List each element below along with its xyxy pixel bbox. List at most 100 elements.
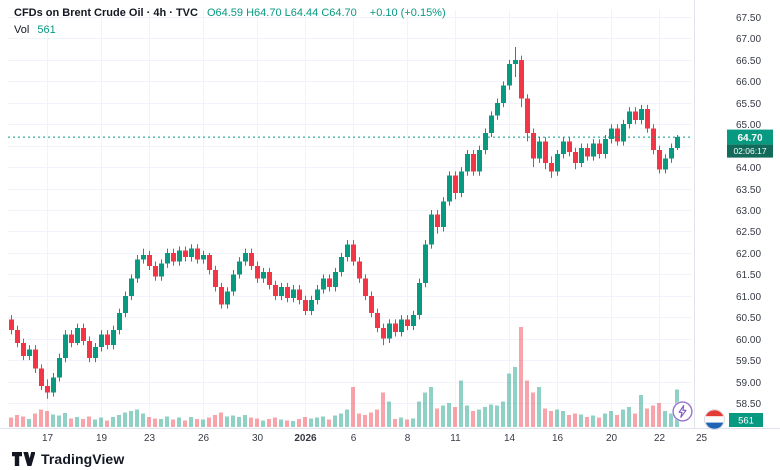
candle-body[interactable] <box>63 334 68 358</box>
candle-body[interactable] <box>93 347 98 358</box>
candle-body[interactable] <box>363 278 368 296</box>
candle-body[interactable] <box>417 282 422 316</box>
candle-body[interactable] <box>429 214 434 245</box>
candle-body[interactable] <box>495 102 500 116</box>
candle-body[interactable] <box>489 115 494 133</box>
candle-body[interactable] <box>303 300 308 311</box>
candle-body[interactable] <box>639 109 644 120</box>
candle-body[interactable] <box>81 327 86 341</box>
lightning-icon[interactable] <box>672 401 693 422</box>
candle-body[interactable] <box>369 295 374 313</box>
candle-body[interactable] <box>465 154 470 172</box>
candle-body[interactable] <box>333 272 338 288</box>
candle-body[interactable] <box>27 349 32 356</box>
candlestick-layer[interactable] <box>9 47 680 399</box>
candle-body[interactable] <box>627 111 632 125</box>
candle-body[interactable] <box>57 357 62 378</box>
candle-body[interactable] <box>105 334 110 346</box>
candle-body[interactable] <box>675 137 680 148</box>
candle-body[interactable] <box>441 201 446 228</box>
candle-body[interactable] <box>669 147 674 159</box>
candle-body[interactable] <box>129 278 134 296</box>
candle-body[interactable] <box>117 312 122 331</box>
candle-body[interactable] <box>561 141 566 155</box>
candle-body[interactable] <box>393 323 398 333</box>
candle-body[interactable] <box>99 334 104 348</box>
candle-body[interactable] <box>573 152 578 163</box>
candle-body[interactable] <box>237 261 242 275</box>
candle-body[interactable] <box>195 248 200 260</box>
candle-body[interactable] <box>501 85 506 103</box>
candle-body[interactable] <box>351 244 356 262</box>
candle-body[interactable] <box>39 368 44 386</box>
candle-body[interactable] <box>339 257 344 273</box>
candle-body[interactable] <box>525 98 530 133</box>
candle-body[interactable] <box>609 128 614 140</box>
candle-body[interactable] <box>279 287 284 296</box>
candle-body[interactable] <box>225 291 230 305</box>
candle-body[interactable] <box>633 111 638 120</box>
candle-body[interactable] <box>591 143 596 157</box>
candle-body[interactable] <box>159 263 164 277</box>
candle-body[interactable] <box>537 141 542 159</box>
candle-body[interactable] <box>171 252 176 262</box>
candle-body[interactable] <box>513 59 518 65</box>
candle-body[interactable] <box>597 143 602 155</box>
candle-body[interactable] <box>111 330 116 346</box>
time-axis[interactable]: 17 19 23 26 30 2026 6 8 11 14 16 20 22 25 <box>42 433 708 444</box>
candle-body[interactable] <box>123 295 128 313</box>
candle-body[interactable] <box>69 334 74 343</box>
volume-indicator-label[interactable]: Vol <box>14 24 30 36</box>
candle-body[interactable] <box>309 300 314 311</box>
candle-body[interactable] <box>249 252 254 266</box>
candle-body[interactable] <box>219 287 224 305</box>
brand-name[interactable]: TradingView <box>41 451 125 467</box>
symbol-title[interactable]: CFDs on Brent Crude Oil · 4h · TVC <box>14 7 198 19</box>
candle-body[interactable] <box>201 255 206 260</box>
candle-body[interactable] <box>459 171 464 193</box>
candle-body[interactable] <box>567 141 572 153</box>
candle-body[interactable] <box>141 255 146 260</box>
candle-body[interactable] <box>75 327 80 343</box>
candle-body[interactable] <box>261 272 266 279</box>
price-axis[interactable]: 67.5067.0066.5066.0065.5065.0064.5064.00… <box>736 13 761 410</box>
candle-body[interactable] <box>285 287 290 298</box>
candle-body[interactable] <box>147 255 152 266</box>
candle-body[interactable] <box>603 139 608 155</box>
candle-body[interactable] <box>177 250 182 262</box>
candle-body[interactable] <box>471 154 476 172</box>
candle-body[interactable] <box>381 327 386 339</box>
candle-body[interactable] <box>321 278 326 290</box>
candle-body[interactable] <box>423 244 428 283</box>
candle-body[interactable] <box>477 149 482 172</box>
candle-body[interactable] <box>135 259 140 279</box>
candle-body[interactable] <box>291 289 296 298</box>
candle-body[interactable] <box>231 274 236 292</box>
candle-body[interactable] <box>213 270 218 288</box>
candle-body[interactable] <box>165 252 170 264</box>
candle-body[interactable] <box>663 158 668 170</box>
candle-body[interactable] <box>447 175 452 202</box>
candle-body[interactable] <box>45 385 50 393</box>
candle-body[interactable] <box>435 214 440 228</box>
candle-body[interactable] <box>207 255 212 271</box>
candle-body[interactable] <box>483 132 488 150</box>
candle-body[interactable] <box>399 319 404 333</box>
candle-body[interactable] <box>375 312 380 328</box>
candle-body[interactable] <box>153 265 158 277</box>
candle-body[interactable] <box>615 128 620 142</box>
candle-body[interactable] <box>543 141 548 163</box>
candle-body[interactable] <box>315 289 320 301</box>
candle-body[interactable] <box>21 342 26 356</box>
candle-body[interactable] <box>189 248 194 258</box>
candle-body[interactable] <box>657 149 662 170</box>
candle-body[interactable] <box>273 285 278 296</box>
candle-body[interactable] <box>255 265 260 279</box>
candle-body[interactable] <box>243 252 248 262</box>
candle-body[interactable] <box>33 349 38 369</box>
candle-body[interactable] <box>507 64 512 86</box>
candle-body[interactable] <box>651 128 656 150</box>
candle-body[interactable] <box>51 377 56 393</box>
candle-body[interactable] <box>579 147 584 163</box>
candle-body[interactable] <box>297 289 302 301</box>
